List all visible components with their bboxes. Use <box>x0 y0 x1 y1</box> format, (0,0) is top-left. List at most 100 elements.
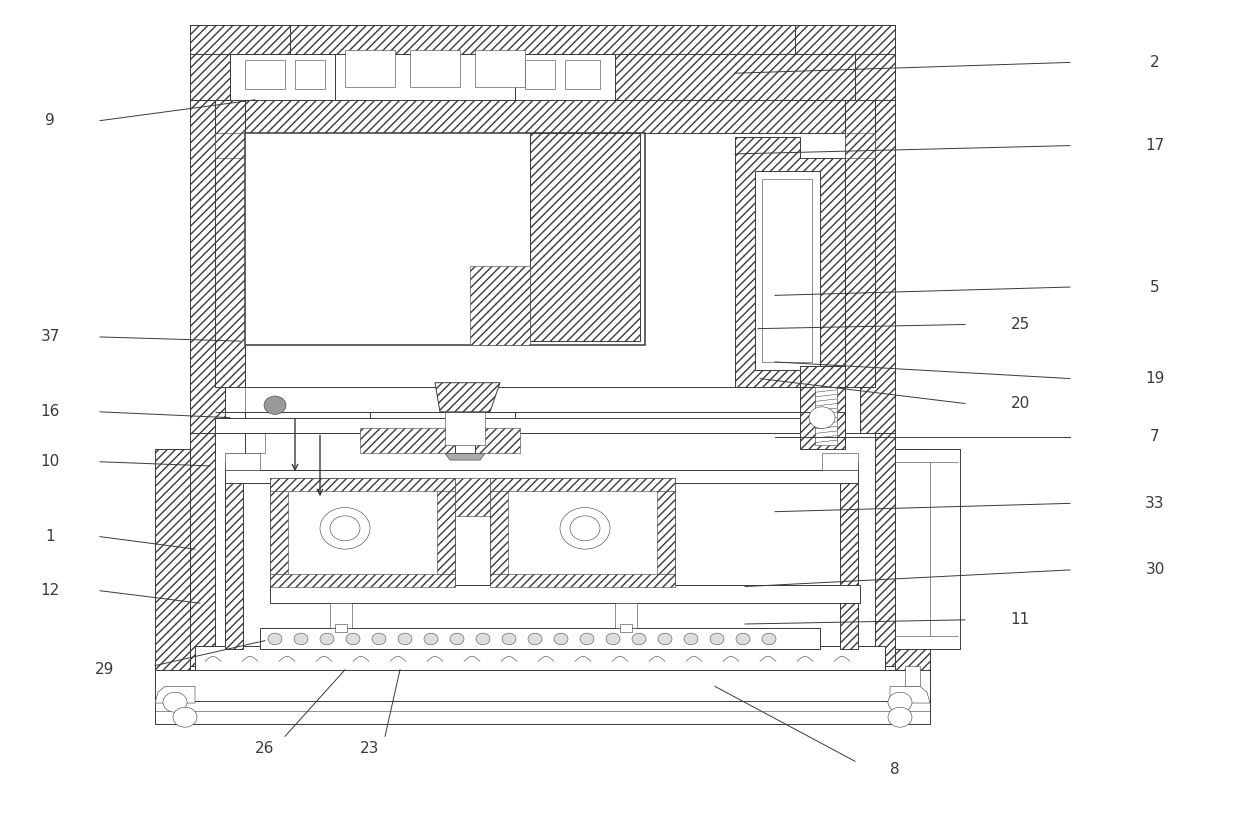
Polygon shape <box>190 83 224 433</box>
Polygon shape <box>470 266 529 345</box>
Circle shape <box>560 508 610 549</box>
Circle shape <box>888 692 911 712</box>
Circle shape <box>554 633 568 645</box>
Bar <box>270 574 455 587</box>
Polygon shape <box>861 83 895 433</box>
Text: 29: 29 <box>95 662 114 677</box>
Polygon shape <box>190 25 895 100</box>
Polygon shape <box>445 433 485 452</box>
Circle shape <box>888 707 911 727</box>
Bar <box>224 470 858 483</box>
Bar <box>795 25 895 54</box>
Circle shape <box>711 633 724 645</box>
Bar <box>455 478 490 516</box>
Polygon shape <box>822 453 858 470</box>
Text: 10: 10 <box>41 454 60 469</box>
Polygon shape <box>435 383 500 412</box>
Polygon shape <box>529 133 640 341</box>
Bar <box>215 100 246 387</box>
Bar <box>515 54 615 100</box>
Bar <box>335 624 347 632</box>
Circle shape <box>268 633 281 645</box>
Polygon shape <box>190 433 215 666</box>
Bar <box>620 624 632 632</box>
Polygon shape <box>455 412 475 453</box>
Circle shape <box>424 633 438 645</box>
Polygon shape <box>215 133 246 158</box>
Bar <box>370 412 515 428</box>
Text: 37: 37 <box>41 329 60 344</box>
Circle shape <box>528 633 542 645</box>
Circle shape <box>737 633 750 645</box>
Polygon shape <box>360 428 520 453</box>
Bar <box>270 478 455 491</box>
Bar <box>905 666 920 686</box>
Bar <box>229 54 335 100</box>
Circle shape <box>580 633 594 645</box>
Bar <box>295 60 325 89</box>
Bar <box>657 491 675 574</box>
Bar <box>815 387 837 445</box>
Circle shape <box>372 633 386 645</box>
Bar <box>215 418 800 433</box>
Text: 23: 23 <box>361 741 379 756</box>
Polygon shape <box>490 478 675 587</box>
Circle shape <box>763 633 776 645</box>
Bar <box>436 491 455 574</box>
Text: 25: 25 <box>1011 317 1029 332</box>
Polygon shape <box>270 478 455 587</box>
Circle shape <box>174 707 197 727</box>
Bar <box>839 462 858 649</box>
Polygon shape <box>800 387 844 449</box>
Circle shape <box>632 633 646 645</box>
Bar <box>155 701 930 724</box>
Circle shape <box>294 633 308 645</box>
Bar <box>490 574 675 587</box>
Polygon shape <box>875 433 895 666</box>
Polygon shape <box>445 412 485 445</box>
Text: 33: 33 <box>1146 496 1164 511</box>
Circle shape <box>476 633 490 645</box>
Bar <box>525 60 556 89</box>
Text: 1: 1 <box>45 529 55 544</box>
Bar <box>246 100 844 133</box>
Circle shape <box>330 516 360 541</box>
Bar <box>565 60 600 89</box>
Polygon shape <box>445 453 485 460</box>
Circle shape <box>162 692 187 712</box>
Text: 26: 26 <box>255 741 275 756</box>
Bar <box>345 50 396 87</box>
Text: 11: 11 <box>1011 612 1029 627</box>
Polygon shape <box>735 137 844 387</box>
Bar <box>270 585 861 603</box>
Bar <box>330 603 352 628</box>
Bar <box>490 491 508 574</box>
Bar <box>260 628 820 649</box>
Text: 2: 2 <box>1151 55 1159 70</box>
Bar <box>800 366 844 387</box>
Circle shape <box>398 633 412 645</box>
Bar <box>335 42 515 100</box>
Bar <box>190 25 290 54</box>
Bar <box>155 670 930 703</box>
Text: 8: 8 <box>890 762 900 777</box>
Polygon shape <box>895 449 930 686</box>
Text: 7: 7 <box>1151 429 1159 444</box>
Polygon shape <box>844 133 875 158</box>
Circle shape <box>502 633 516 645</box>
Bar <box>844 100 875 387</box>
Bar <box>195 646 885 670</box>
Bar <box>763 179 812 362</box>
Circle shape <box>320 508 370 549</box>
Text: 19: 19 <box>1146 371 1164 386</box>
Bar <box>755 171 820 370</box>
Bar <box>615 603 637 628</box>
Text: 30: 30 <box>1146 562 1164 577</box>
Bar <box>224 462 243 649</box>
Bar <box>290 25 795 54</box>
Circle shape <box>264 396 286 414</box>
Polygon shape <box>155 449 190 686</box>
Circle shape <box>570 516 600 541</box>
Bar <box>410 50 460 87</box>
Circle shape <box>808 407 835 428</box>
